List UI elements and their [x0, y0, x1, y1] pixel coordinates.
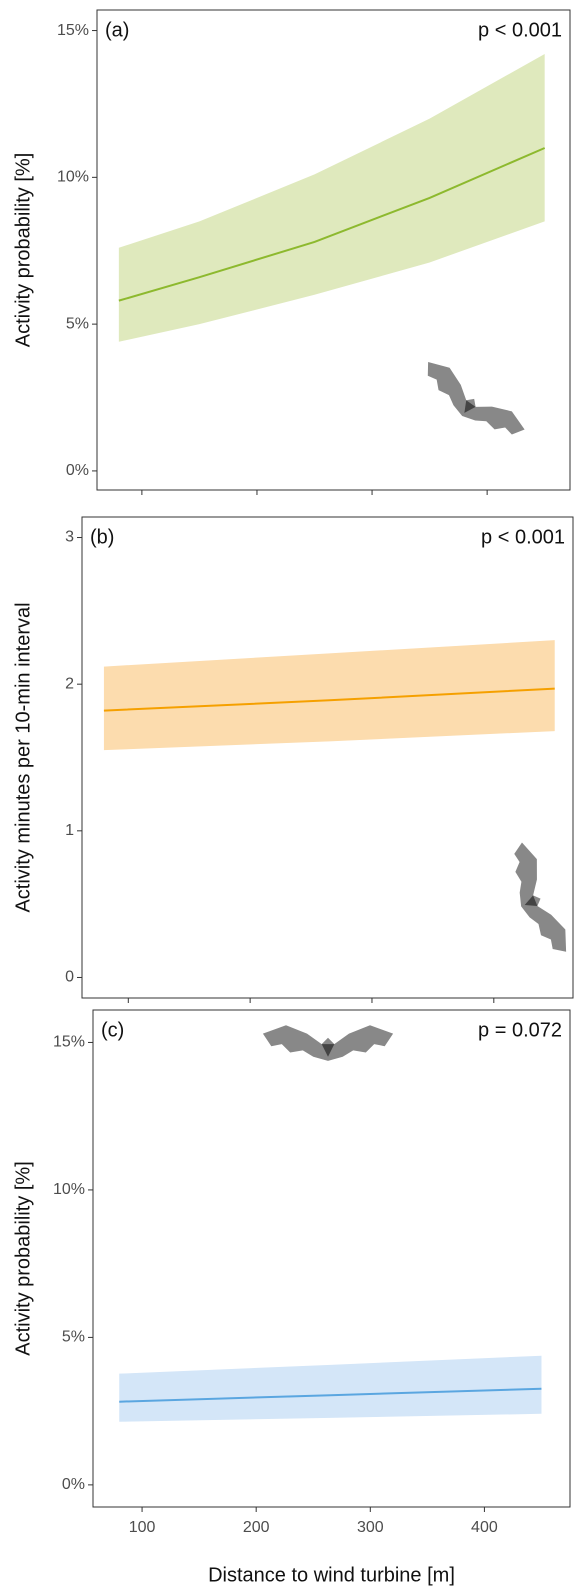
illustration-a	[391, 346, 551, 492]
y-tick-label: 5%	[66, 315, 89, 332]
illustration-c	[251, 1025, 410, 1244]
y-tick-label: 2	[65, 675, 74, 692]
line	[118, 147, 546, 302]
confidence-band	[103, 640, 555, 751]
panel-label: (c)	[101, 1019, 124, 1041]
x-tick-label: 100	[129, 1519, 156, 1536]
bat	[262, 1025, 394, 1061]
x-tick-label: 400	[471, 1519, 498, 1536]
y-axis-title: Activity probability [%]	[12, 153, 34, 348]
y-tick-label: 15%	[57, 22, 89, 39]
y-tick-label: 0%	[62, 1476, 85, 1493]
y-tick-label: 5%	[62, 1329, 85, 1346]
y-tick-label: 3	[65, 529, 74, 546]
p-value: p = 0.072	[478, 1019, 562, 1041]
plot-frame	[92, 1009, 571, 1508]
y-axis-title: Activity probability [%]	[12, 1161, 34, 1356]
y-tick-label: 10%	[53, 1181, 85, 1198]
p-value: p < 0.001	[481, 526, 565, 548]
panel-label: (b)	[90, 526, 114, 548]
x-axis-title: Distance to wind turbine [m]	[208, 1564, 455, 1586]
plot-frame	[96, 9, 571, 491]
x-tick-label: 200	[243, 1519, 270, 1536]
tree	[381, 853, 469, 990]
y-tick-label: 15%	[53, 1034, 85, 1051]
line	[119, 1387, 542, 1403]
x-tick-label: 300	[357, 1519, 384, 1536]
confidence-band	[119, 1355, 542, 1422]
y-tick-label: 10%	[57, 169, 89, 186]
illustration-b	[381, 839, 574, 995]
p-value: p < 0.001	[478, 19, 562, 41]
y-tick-label: 0	[65, 969, 74, 986]
line	[103, 687, 555, 712]
y-tick-label: 0%	[66, 462, 89, 479]
y-axis-title: Activity minutes per 10-min interval	[12, 602, 34, 912]
plot-frame	[81, 516, 574, 999]
confidence-band	[118, 54, 545, 342]
panel-label: (a)	[105, 19, 129, 41]
tree	[318, 1100, 410, 1244]
y-tick-label: 1	[65, 822, 74, 839]
